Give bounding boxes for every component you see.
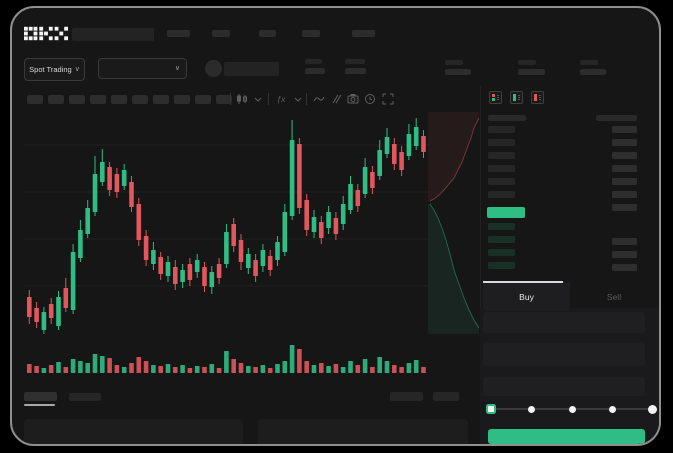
amount-input-placeholder[interactable] xyxy=(483,343,645,366)
panel-divider xyxy=(480,86,481,444)
toolbar-divider xyxy=(268,93,269,105)
stat-label-placeholder xyxy=(518,60,536,65)
orders-empty-panel xyxy=(24,419,243,444)
nav-item-placeholder[interactable] xyxy=(259,30,276,37)
stat-label-placeholder xyxy=(345,59,365,64)
candle-style-icon[interactable] xyxy=(235,92,249,106)
sell-tab[interactable]: Sell xyxy=(606,291,622,302)
book-split-view-icon[interactable] xyxy=(489,91,502,104)
orderbook-size-placeholder[interactable] xyxy=(612,152,637,159)
market-type-label: Spot Trading xyxy=(29,65,72,74)
orderbook-size-placeholder[interactable] xyxy=(612,264,637,271)
orderbook-size-placeholder[interactable] xyxy=(612,126,637,133)
timeframe-pill-placeholder[interactable] xyxy=(174,95,190,104)
orderbook-size-placeholder[interactable] xyxy=(612,165,637,172)
nav-item-placeholder[interactable] xyxy=(302,30,320,37)
indicators-fx-icon[interactable]: ƒx xyxy=(276,94,286,104)
slider-stop-75[interactable] xyxy=(609,405,616,413)
chart-settings-clock-icon[interactable] xyxy=(363,92,377,106)
coin-avatar xyxy=(205,60,222,77)
chevron-down-icon[interactable] xyxy=(251,92,265,106)
stat-value-placeholder xyxy=(518,69,545,75)
bid-row-placeholder[interactable] xyxy=(488,262,515,269)
bid-row-placeholder[interactable] xyxy=(488,249,515,256)
fullscreen-icon[interactable] xyxy=(381,92,395,106)
book-asks-only-icon[interactable] xyxy=(531,91,544,104)
toolbar-divider xyxy=(230,93,231,105)
stat-label-placeholder xyxy=(445,60,463,65)
stat-label-placeholder xyxy=(580,60,598,65)
timeframe-pill-placeholder[interactable] xyxy=(111,95,127,104)
price-input-placeholder[interactable] xyxy=(483,312,645,333)
nav-item-placeholder[interactable] xyxy=(167,30,190,37)
search-bar-placeholder[interactable] xyxy=(72,28,154,41)
stat-value-placeholder xyxy=(445,69,471,75)
ask-row-placeholder[interactable] xyxy=(488,178,515,185)
orderbook-col-header-placeholder xyxy=(596,115,637,121)
history-tab-placeholder[interactable] xyxy=(69,393,101,401)
panel-action-placeholder[interactable] xyxy=(433,392,459,401)
orderbook-size-placeholder[interactable] xyxy=(612,191,637,198)
book-bids-only-icon[interactable] xyxy=(510,91,523,104)
stat-value-placeholder xyxy=(580,69,606,75)
orders-empty-panel xyxy=(258,419,468,444)
slider-stop-100[interactable] xyxy=(648,404,657,414)
ask-row-placeholder[interactable] xyxy=(488,139,515,146)
orderbook-col-header-placeholder xyxy=(488,115,526,121)
nav-item-placeholder[interactable] xyxy=(352,30,375,37)
chevron-down-icon: ∨ xyxy=(174,65,180,72)
camera-snapshot-icon[interactable] xyxy=(346,92,360,106)
bid-row-placeholder[interactable] xyxy=(488,236,515,243)
orderbook-size-placeholder[interactable] xyxy=(612,139,637,146)
buy-tab-active-indicator xyxy=(483,281,563,283)
timeframe-pill-placeholder[interactable] xyxy=(69,95,85,104)
buy-tab-label[interactable]: Buy xyxy=(519,291,534,302)
line-chart-icon[interactable] xyxy=(312,92,326,106)
ask-row-placeholder[interactable] xyxy=(488,165,515,172)
stat-value-placeholder xyxy=(305,68,325,74)
timeframe-pill-placeholder[interactable] xyxy=(216,95,232,104)
slider-stop-25[interactable] xyxy=(528,405,535,413)
pair-selector-dropdown[interactable]: ∨ xyxy=(98,58,187,79)
ask-row-placeholder[interactable] xyxy=(488,126,515,133)
active-tab-underline xyxy=(24,404,55,406)
orderbook-size-placeholder[interactable] xyxy=(612,238,637,245)
depth-chart[interactable] xyxy=(428,112,479,334)
timeframe-pill-placeholder[interactable] xyxy=(153,95,169,104)
slider-stop-50[interactable] xyxy=(568,405,576,413)
toolbar-divider xyxy=(306,93,307,105)
buy-tab[interactable] xyxy=(483,282,570,311)
okx-logo-icon[interactable] xyxy=(24,26,68,41)
orders-tab-placeholder[interactable] xyxy=(24,392,57,401)
bid-row-placeholder[interactable] xyxy=(488,223,515,230)
timeframe-pill-placeholder[interactable] xyxy=(195,95,211,104)
timeframe-pill-placeholder[interactable] xyxy=(48,95,64,104)
pair-name-placeholder xyxy=(224,62,279,76)
timeframe-pill-placeholder[interactable] xyxy=(90,95,106,104)
compare-icon[interactable] xyxy=(329,92,343,106)
timeframe-pill-placeholder[interactable] xyxy=(132,95,148,104)
candlestick-chart[interactable] xyxy=(24,112,429,337)
chevron-down-icon[interactable] xyxy=(291,92,305,106)
orderbook-size-placeholder[interactable] xyxy=(612,251,637,258)
nav-item-placeholder[interactable] xyxy=(212,30,230,37)
buy-submit-button[interactable] xyxy=(488,429,645,444)
app-window: Spot Trading ∨ ∨ ƒx xyxy=(10,6,661,446)
orderbook-size-placeholder[interactable] xyxy=(612,204,637,211)
volume-chart xyxy=(27,345,426,373)
slider-handle[interactable] xyxy=(486,404,496,414)
stat-label-placeholder xyxy=(305,59,322,64)
total-input-placeholder[interactable] xyxy=(483,377,645,396)
panel-action-placeholder[interactable] xyxy=(390,392,423,401)
timeframe-pill-placeholder[interactable] xyxy=(27,95,43,104)
ask-row-placeholder[interactable] xyxy=(488,152,515,159)
orderbook-size-placeholder[interactable] xyxy=(612,178,637,185)
ask-row-placeholder[interactable] xyxy=(488,191,515,198)
market-type-selector[interactable]: Spot Trading ∨ xyxy=(24,58,85,81)
last-price-highlight[interactable] xyxy=(487,207,525,218)
stat-value-placeholder xyxy=(345,68,366,74)
chevron-down-icon: ∨ xyxy=(74,66,80,73)
